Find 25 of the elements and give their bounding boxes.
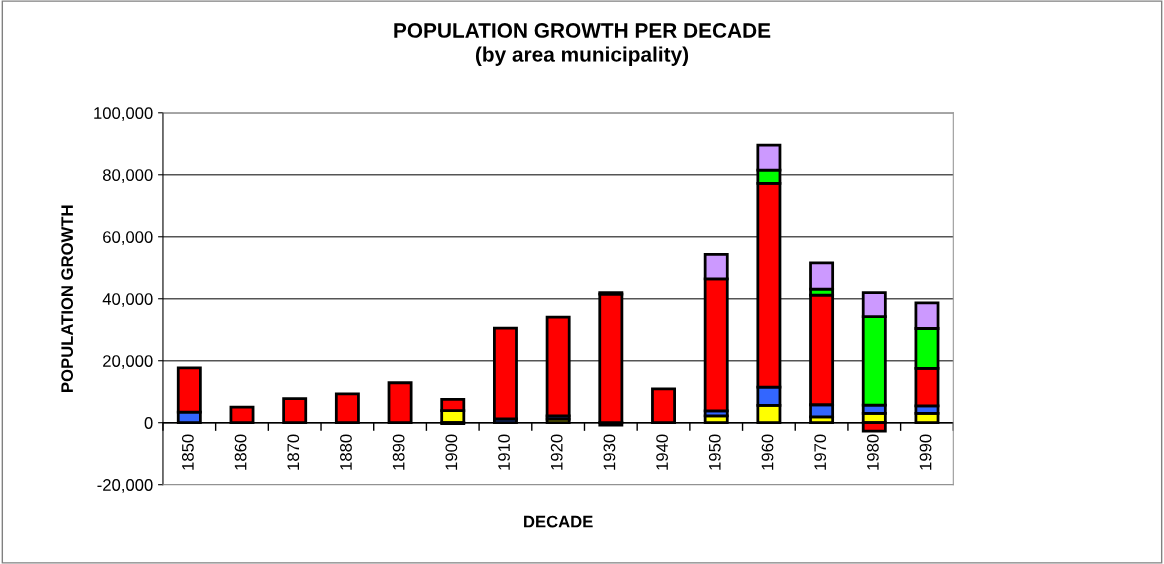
y-axis-title: POPULATION GROWTH [61,205,74,392]
chart-title: POPULATION GROWTH PER DECADE (by area municipality) [394,23,771,66]
y-tick-label: 40,000 [102,293,153,307]
x-tick-label: 1880 [340,434,352,470]
x-tick-label: 1970 [814,434,827,470]
x-tick-label: 1860 [234,434,247,470]
x-tick-label: 1940 [656,434,668,470]
x-tick-label: 1930 [603,434,616,470]
x-tick-label: 1890 [392,434,405,470]
y-tick-label: 20,000 [103,355,153,369]
x-tick-label: 1910 [498,434,510,470]
x-tick-label: 1960 [761,434,774,470]
x-tick-label: 1920 [550,434,563,470]
y-tick-label: 80,000 [102,169,153,183]
x-tick-label: 1980 [866,434,879,470]
x-tick-label: 1850 [181,434,194,470]
x-axis-title: DECADE [524,515,593,528]
x-tick-label: 1950 [708,434,721,470]
x-tick-label: 1990 [919,434,932,470]
y-tick-label: 0 [144,417,153,429]
y-tick-label: 100,000 [94,107,153,121]
y-tick-label: 60,000 [103,231,153,245]
y-tick-label: -20,000 [97,479,153,493]
x-tick-label: 1870 [287,434,300,470]
x-tick-label: 1900 [445,434,458,470]
